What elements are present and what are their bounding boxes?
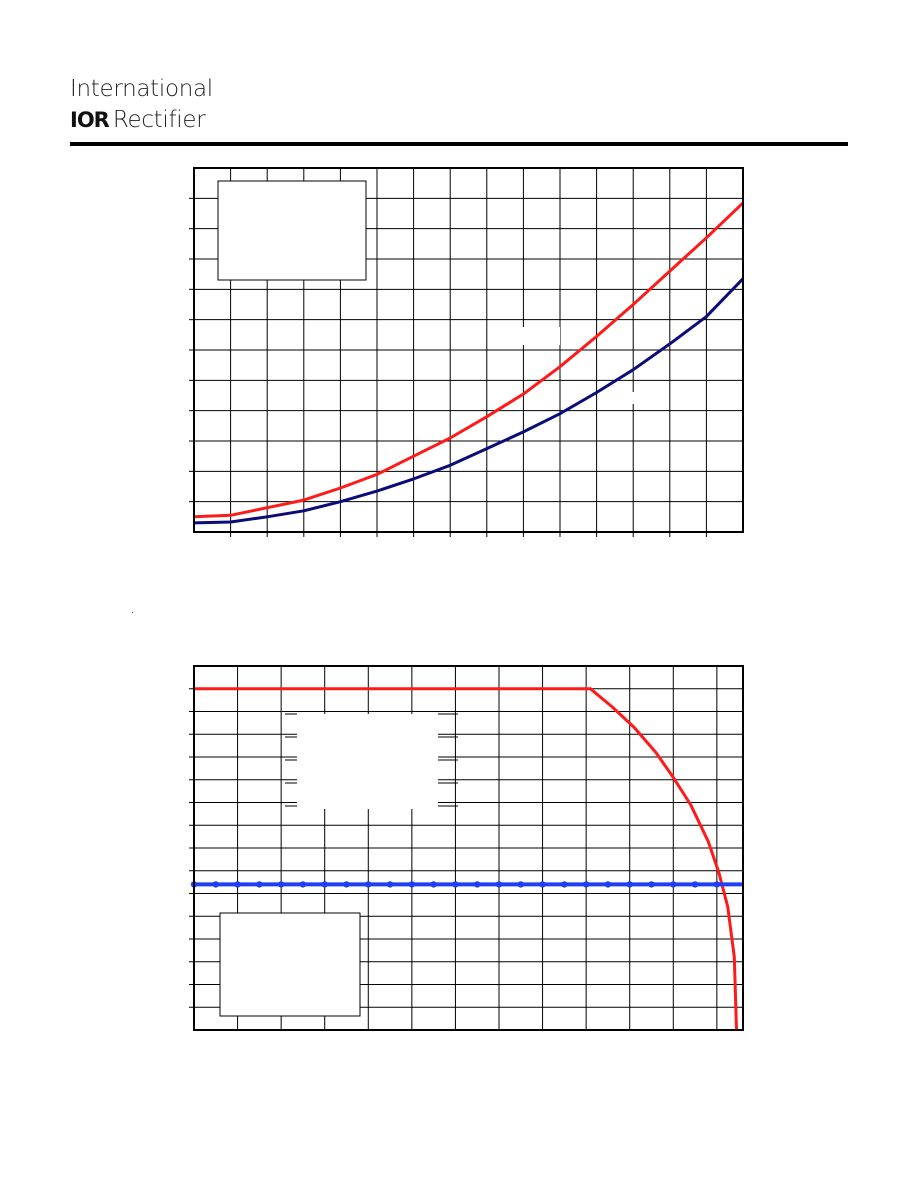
chart-top (189, 167, 745, 537)
series-marker (561, 881, 568, 888)
series-marker (299, 881, 307, 888)
series-marker (256, 881, 263, 888)
stray-mark (132, 612, 133, 613)
legend-box (219, 912, 361, 1017)
series-marker (386, 881, 394, 888)
brand-name-international: International (70, 76, 213, 102)
plot-frame (193, 665, 744, 1031)
series-marker (365, 881, 372, 888)
series-marker (648, 881, 655, 888)
series-marker (234, 881, 241, 888)
series-marker (452, 881, 459, 888)
series-line-1 (193, 201, 745, 519)
series-line-1 (194, 687, 738, 1031)
series-marker (670, 881, 677, 888)
series-marker (430, 881, 437, 888)
series-marker (604, 881, 612, 888)
annotation-blank (632, 392, 646, 404)
legend-box (217, 180, 367, 281)
series-marker (212, 881, 219, 888)
series-marker (321, 881, 328, 888)
series-marker (517, 881, 524, 888)
series-marker (691, 881, 699, 888)
annotation-blank (297, 714, 438, 809)
series-line-2 (193, 277, 745, 525)
header-divider (70, 142, 848, 146)
chart-bottom (189, 665, 744, 1031)
ior-logo-mark: IOR (70, 108, 110, 132)
brand-name-rectifier: Rectifier (112, 107, 206, 133)
brand-line2: IOR Rectifier (70, 107, 206, 133)
series-marker (408, 881, 416, 888)
plot-frame (193, 167, 744, 533)
series-marker (713, 881, 721, 888)
annotation-blank (522, 327, 560, 345)
series-marker (626, 881, 633, 888)
series-marker (495, 881, 503, 888)
series-marker (474, 881, 481, 888)
series-marker (539, 881, 546, 888)
series-marker (582, 881, 590, 888)
series-marker (343, 881, 350, 888)
series-marker (277, 881, 285, 888)
